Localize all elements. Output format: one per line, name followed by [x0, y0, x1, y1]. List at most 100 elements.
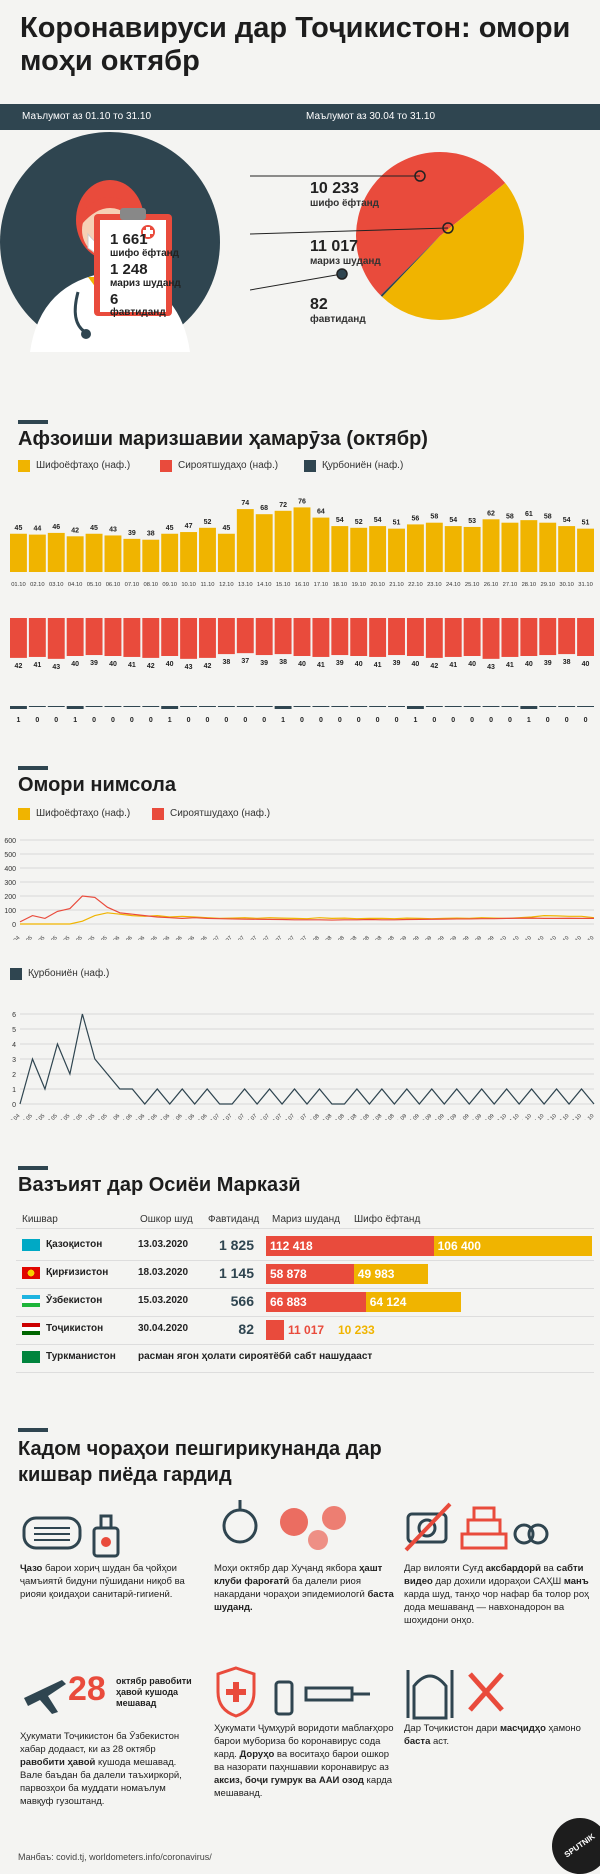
bar-sick [331, 618, 349, 656]
country-row: Қирғизистон 18.03.2020 1 145 58 878 49 983 [16, 1262, 594, 1286]
x-tick-label: 24.08 [369, 935, 383, 940]
sick-bar: 66 883 [266, 1292, 366, 1312]
category-label: 30.10 [559, 582, 574, 588]
bar-dead [236, 706, 254, 707]
bar-sick [501, 618, 519, 657]
x-tick-label: 24.05 [82, 935, 96, 940]
table-divider [16, 1228, 594, 1229]
category-label: 16.10 [295, 582, 310, 588]
x-tick-label: 19.10 [544, 1113, 558, 1120]
recovered-bar: 106 400 [433, 1236, 593, 1256]
bar-dead [406, 706, 424, 709]
bar-dead-label: 0 [338, 717, 342, 724]
bar-dead-label: 0 [376, 717, 380, 724]
bar-sick [180, 618, 198, 659]
bar-dead [274, 706, 292, 709]
recovered-bar: 64 124 [365, 1292, 462, 1312]
bar-sick [406, 618, 424, 656]
bar-recovered-label: 72 [279, 502, 287, 509]
x-tick-label: 05.09 [407, 1113, 421, 1120]
bar-sick-label: 40 [582, 661, 590, 668]
bar-dead-label: 0 [546, 717, 550, 724]
legend-sick-swatch [160, 460, 172, 472]
x-tick-label: 03.07 [207, 935, 221, 940]
bar-dead-label: 0 [432, 717, 436, 724]
category-label: 06.10 [106, 582, 121, 588]
y-tick-label: 1 [12, 1087, 16, 1094]
bar-dead [520, 706, 538, 709]
bar-sick [388, 618, 405, 656]
bar-dead [142, 706, 160, 707]
x-tick-label: 27.10 [569, 1113, 583, 1120]
legend-recovered-label: Шифоёфтаҳо (наф.) [36, 460, 131, 471]
category-label: 26.10 [484, 582, 499, 588]
bar-sick [558, 618, 576, 655]
x-tick-label: 27.10 [569, 935, 583, 940]
page-title: Коронавируси дар Тоҷикистон: омори моҳи … [20, 12, 571, 77]
x-tick-label: 13.09 [432, 935, 446, 940]
bar-dead [331, 706, 349, 707]
x-tick-label: 24.08 [369, 1113, 383, 1120]
country-deaths: 566 [230, 1293, 254, 1309]
category-label: 31.10 [578, 582, 593, 588]
legend-dead-label: Қурбониён (наф.) [322, 460, 404, 471]
bar-recovered [539, 522, 557, 572]
legend-recovered-swatch [18, 808, 30, 820]
x-tick-label: 12.05 [45, 1113, 59, 1120]
category-label: 15.10 [276, 582, 291, 588]
bar-dead-label: 0 [111, 717, 115, 724]
x-tick-label: 23.07 [269, 1113, 283, 1120]
bar-sick [123, 618, 141, 657]
country-name: Қирғизистон [46, 1267, 109, 1278]
medicine-icon [216, 1666, 370, 1718]
x-tick-label: 21.09 [457, 1113, 471, 1120]
y-tick-label: 0 [12, 922, 16, 929]
x-tick-label: 17.09 [444, 935, 458, 940]
x-tick-label: 16.05 [57, 1113, 71, 1120]
x-tick-label: 20.05 [70, 935, 84, 940]
bar-sick-label: 43 [52, 664, 60, 671]
x-tick-label: 13.09 [432, 1113, 446, 1120]
bar-recovered [520, 520, 538, 572]
x-tick-label: 28.05 [95, 1113, 109, 1120]
x-tick-label: 07.07 [220, 1113, 234, 1120]
x-tick-label: 19.10 [544, 935, 558, 940]
bar-dead [501, 706, 519, 707]
bar-dead [217, 706, 235, 707]
bar-dead-label: 0 [489, 717, 493, 724]
measures-section-title: Кадом чораҳои пешгирикунанда дар кишвар … [18, 1438, 382, 1486]
bar-recovered [180, 532, 198, 572]
sick-bar-label: 112 418 [270, 1239, 313, 1253]
pie-slice-recovered [382, 183, 524, 320]
bar-dead-label: 0 [92, 717, 96, 724]
sick-bar-label: 66 883 [270, 1295, 307, 1309]
x-tick-label: 04.08 [307, 935, 321, 940]
x-tick-label: 16.08 [344, 1113, 358, 1120]
pie-leader-dot [336, 268, 348, 280]
bar-sick-label: 42 [204, 663, 212, 670]
bar-sick [104, 618, 122, 656]
x-tick-label: 28.08 [382, 935, 396, 940]
category-label: 24.10 [446, 582, 461, 588]
bar-recovered-label: 61 [525, 511, 533, 518]
bar-recovered-label: 54 [374, 517, 382, 524]
bar-recovered [350, 527, 368, 572]
oct-sick-label: мариз шуданд [110, 278, 181, 289]
country-row: Туркманистон расман ягон ҳолати сироятёбӣ… [16, 1346, 594, 1370]
bar-sick-label: 41 [33, 662, 41, 669]
bar-recovered-label: 51 [582, 520, 590, 527]
airplane-icon [24, 1680, 66, 1714]
halfyear-cases-line-chart: 010020030040050060030.0404.0508.0512.051… [4, 838, 595, 940]
bar-dead-label: 0 [187, 717, 191, 724]
bar-dead [66, 706, 84, 709]
bar-recovered-label: 56 [412, 515, 420, 522]
category-label: 28.10 [522, 582, 537, 588]
col-deaths: Фавтиданд [208, 1214, 260, 1225]
sick-bar: 112 418 [266, 1236, 434, 1256]
y-tick-label: 5 [12, 1027, 16, 1034]
x-tick-label: 05.09 [407, 935, 421, 940]
x-tick-label: 21.06 [170, 1113, 184, 1120]
x-tick-label: 27.07 [282, 1113, 296, 1120]
bar-recovered-label: 58 [430, 514, 438, 521]
pie-dead-number: 82 [310, 296, 328, 313]
